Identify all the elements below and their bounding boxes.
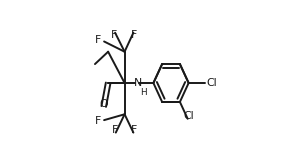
Text: F: F [95, 35, 102, 45]
Text: F: F [131, 30, 138, 40]
Text: F: F [111, 30, 117, 40]
Text: N: N [134, 78, 142, 88]
Text: F: F [131, 125, 138, 135]
Text: Cl: Cl [206, 78, 217, 88]
Text: F: F [95, 116, 102, 126]
Text: O: O [99, 99, 107, 109]
Text: H: H [140, 88, 147, 97]
Text: Cl: Cl [183, 111, 194, 121]
Text: F: F [112, 125, 118, 135]
